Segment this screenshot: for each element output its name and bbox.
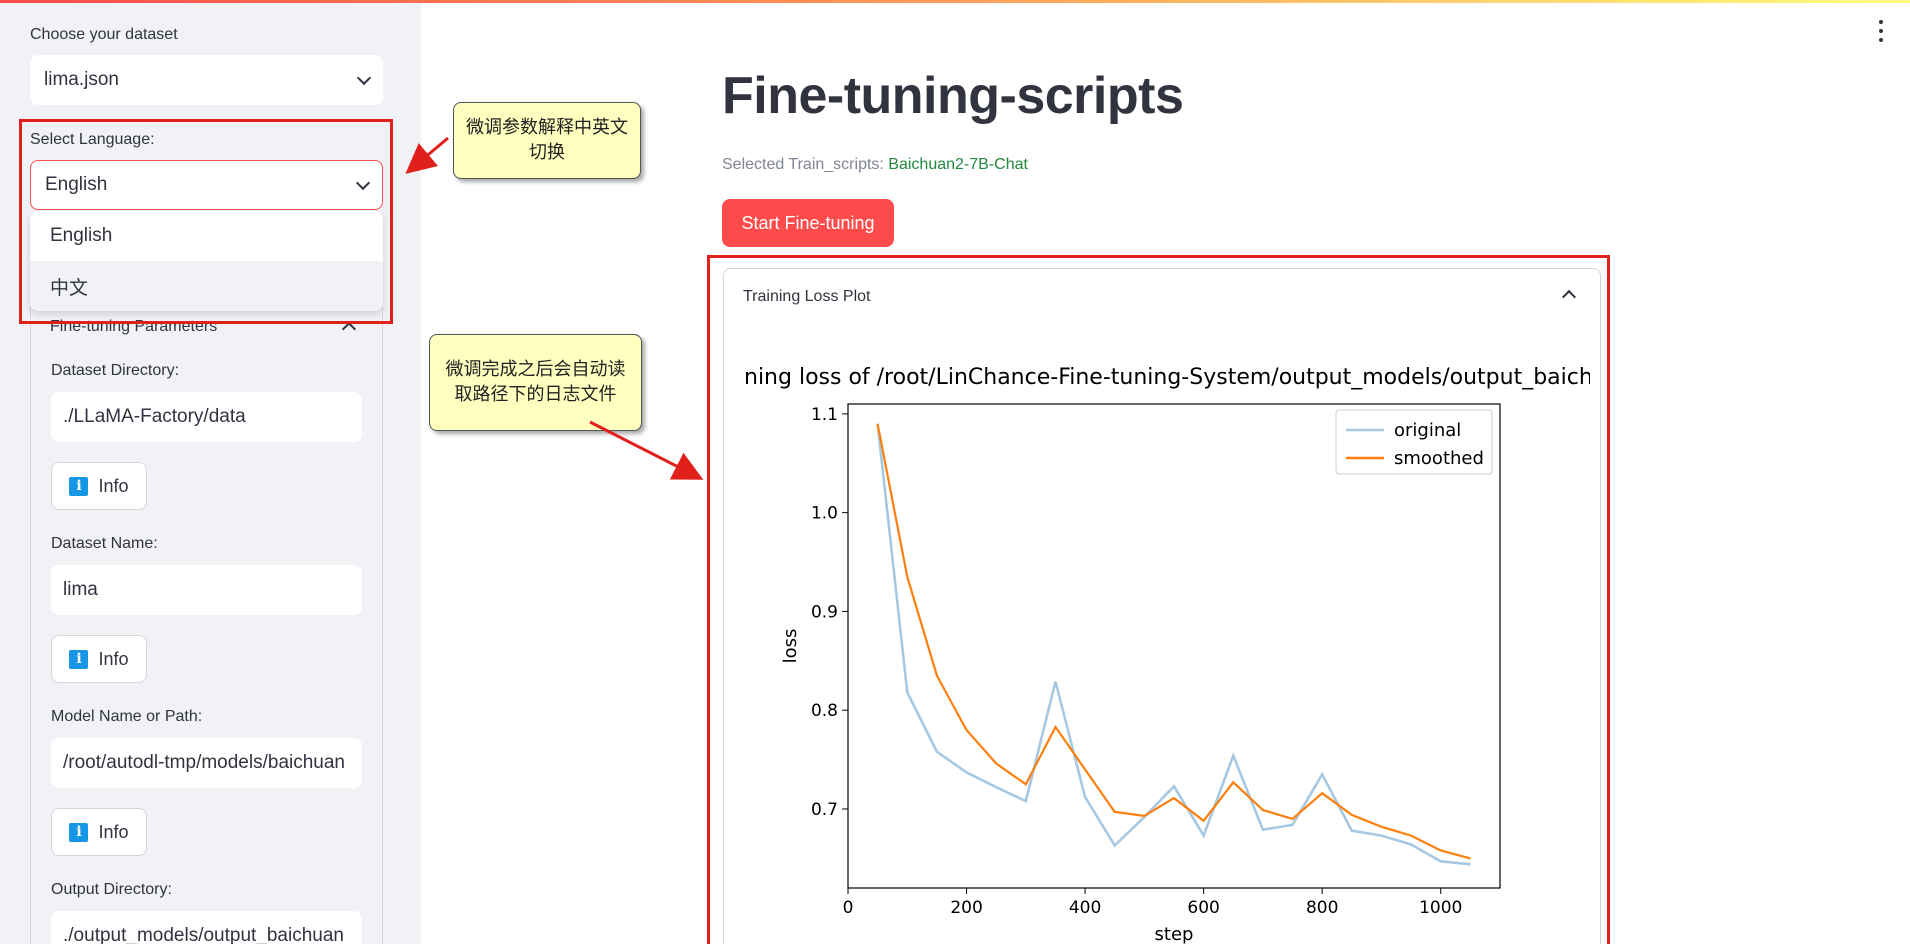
selected-script-prefix: Selected Train_scripts:	[722, 156, 889, 173]
language-select[interactable]: English	[30, 160, 383, 210]
callout-language-text: 微调参数解释中英文切换	[466, 117, 628, 163]
arrow-to-language-select	[405, 136, 449, 174]
dataset-name-label: Dataset Name:	[51, 535, 158, 552]
x-tick-label: 600	[1187, 898, 1219, 918]
output-dir-label: Output Directory:	[51, 881, 172, 898]
y-tick-label: 0.7	[811, 800, 838, 820]
y-tick-label: 0.8	[811, 701, 838, 721]
x-tick-label: 400	[1069, 898, 1101, 918]
info-button-label: Info	[98, 648, 129, 669]
info-icon: i	[69, 649, 89, 669]
page-title: Fine-tuning-scripts	[722, 67, 1184, 125]
info-icon: i	[69, 476, 89, 496]
x-tick-label: 200	[950, 898, 982, 918]
x-tick-label: 1000	[1419, 898, 1462, 918]
loss-plot-header[interactable]: Training Loss Plot	[743, 288, 871, 305]
arrow-to-plot	[589, 420, 704, 480]
series-line-smoothed	[876, 423, 1471, 860]
sidebar: Choose your dataset lima.json Select Lan…	[0, 0, 421, 944]
callout-log-file: 微调完成之后会自动读取路径下的日志文件	[429, 334, 642, 431]
legend-label-original: original	[1394, 420, 1461, 441]
y-tick-label: 0.9	[811, 602, 838, 622]
series-line-original	[876, 423, 1471, 866]
x-tick-label: 0	[843, 898, 854, 918]
y-tick-label: 1.0	[811, 504, 838, 524]
callout-language-switch: 微调参数解释中英文切换	[453, 102, 641, 179]
info-icon: i	[69, 822, 89, 842]
chart-axes-frame	[847, 403, 1501, 889]
selected-script-value: Baichuan2-7B-Chat	[888, 156, 1028, 173]
loss-chart: ning loss of /root/LinChance-Fine-tuning…	[744, 365, 1590, 944]
language-option-chinese[interactable]: 中文	[30, 261, 383, 311]
language-dropdown-menu: English 中文	[30, 211, 383, 311]
legend-label-smoothed: smoothed	[1394, 448, 1484, 469]
main-menu-icon[interactable]	[1877, 20, 1885, 42]
language-select-value: English	[45, 174, 108, 195]
selected-script-line: Selected Train_scripts: Baichuan2-7B-Cha…	[722, 156, 1028, 174]
loss-plot-expander	[723, 268, 1601, 944]
dataset-dir-label: Dataset Directory:	[51, 362, 180, 379]
model-path-info-button[interactable]: i Info	[51, 808, 147, 856]
dataset-name-input[interactable]: lima	[51, 565, 362, 615]
output-dir-input[interactable]: ./output_models/output_baichuan	[51, 911, 362, 944]
model-path-input[interactable]: /root/autodl-tmp/models/baichuan	[51, 738, 362, 788]
model-path-label: Model Name or Path:	[51, 708, 203, 725]
start-finetuning-button[interactable]: Start Fine-tuning	[722, 199, 894, 247]
dataset-select[interactable]: lima.json	[30, 55, 383, 105]
x-axis-label: step	[1155, 924, 1194, 944]
dataset-dir-info-button[interactable]: i Info	[51, 462, 147, 510]
top-decoration-bar	[0, 0, 1910, 3]
dataset-label: Choose your dataset	[30, 26, 178, 43]
info-button-label: Info	[98, 821, 129, 842]
dataset-name-info-button[interactable]: i Info	[51, 635, 147, 683]
y-tick-label: 1.1	[811, 405, 838, 425]
x-tick-label: 800	[1306, 898, 1338, 918]
dataset-select-value: lima.json	[44, 69, 119, 90]
y-axis-label: loss	[780, 629, 801, 664]
language-option-english[interactable]: English	[50, 225, 113, 246]
dataset-dir-input[interactable]: ./LLaMA-Factory/data	[51, 392, 362, 442]
language-label: Select Language:	[30, 131, 155, 148]
chart-title: ning loss of /root/LinChance-Fine-tuning…	[744, 365, 1590, 390]
callout-log-text: 微调完成之后会自动读取路径下的日志文件	[445, 359, 626, 405]
info-button-label: Info	[98, 475, 129, 496]
